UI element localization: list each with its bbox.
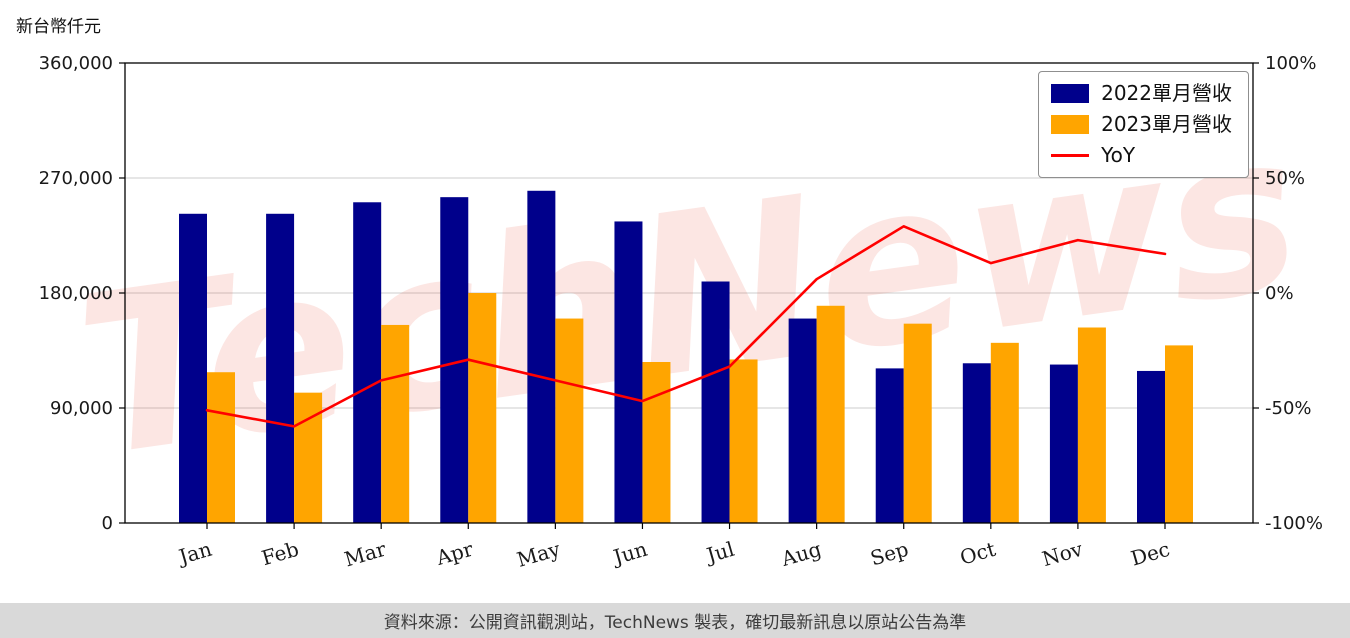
x-tick-Feb: Feb: [259, 537, 302, 570]
bar-2022-Jan: [179, 213, 207, 523]
bar-2022-Feb: [266, 213, 295, 523]
bar-2023-Feb: [294, 392, 323, 523]
legend-swatch-2023-icon: [1051, 115, 1090, 134]
bar-2023-Aug: [816, 305, 845, 523]
y-axis-title: 新台幣仟元: [16, 17, 101, 37]
x-tick-Jun: Jun: [609, 537, 650, 570]
bar-2023-Jan: [207, 372, 235, 523]
legend-label-2023: 2023單月營收: [1101, 112, 1232, 136]
bar-2022-Aug: [788, 318, 817, 523]
left-axis-labels: 0 90,000 180,000 270,000 360,000: [39, 53, 125, 534]
legend-swatch-2022-icon: [1051, 84, 1090, 103]
right-axis-labels: -100% -50% 0% 50% 100%: [1253, 53, 1323, 534]
svg-text:90,000: 90,000: [50, 398, 113, 419]
yoy-line: [205, 225, 1167, 428]
svg-text:0: 0: [102, 513, 113, 534]
bar-2023-Nov: [1077, 327, 1106, 523]
bar-2022-May: [527, 190, 556, 523]
bar-2023-Mar: [381, 324, 410, 523]
x-tick-Mar: Mar: [342, 537, 389, 572]
svg-text:270,000: 270,000: [39, 168, 113, 189]
bar-2023-May: [555, 318, 584, 523]
svg-text:-100%: -100%: [1265, 513, 1323, 534]
x-tick-Jul: Jul: [702, 537, 737, 568]
bar-2023-Apr: [468, 293, 497, 523]
bar-2023-Oct: [990, 342, 1019, 523]
source-footer: 資料來源：公開資訊觀測站，TechNews 製表，確切最新訊息以原站公告為準: [0, 603, 1350, 638]
x-tick-Apr: Apr: [433, 537, 476, 571]
bar-2022-Nov: [1049, 364, 1078, 523]
svg-text:360,000: 360,000: [39, 53, 113, 74]
legend-item-2022: 2022單月營收: [1051, 82, 1232, 105]
x-tick-Nov: Nov: [1039, 537, 1086, 572]
bars-2022: [179, 190, 1165, 523]
bar-2022-Mar: [353, 202, 382, 523]
x-axis-labels: Jan Feb Mar Apr May Jun Jul Aug Sep Oct Nov Dec: [174, 523, 1172, 572]
legend-label-yoy: YoY: [1101, 143, 1136, 167]
bar-2022-Jul: [701, 281, 730, 523]
x-tick-May: May: [514, 537, 563, 572]
chart-legend: 2022單月營收 2023單月營收 YoY: [1038, 71, 1249, 178]
bars-2023: [207, 293, 1193, 523]
legend-label-2022: 2022單月營收: [1101, 81, 1232, 105]
bar-2022-Oct: [962, 363, 991, 523]
bar-2022-Dec: [1137, 370, 1165, 523]
source-footer-text: 資料來源：公開資訊觀測站，TechNews 製表，確切最新訊息以原站公告為準: [383, 613, 967, 633]
x-tick-Oct: Oct: [957, 537, 998, 570]
x-tick-Dec: Dec: [1128, 537, 1172, 571]
legend-item-yoy: YoY: [1051, 144, 1232, 167]
svg-text:50%: 50%: [1265, 168, 1305, 189]
legend-item-2023: 2023單月營收: [1051, 113, 1232, 136]
x-tick-Sep: Sep: [868, 537, 911, 571]
svg-text:100%: 100%: [1265, 53, 1316, 74]
legend-line-yoy-icon: [1051, 154, 1090, 157]
bar-2022-Jun: [614, 221, 643, 523]
svg-text:-50%: -50%: [1265, 398, 1312, 419]
svg-text:0%: 0%: [1265, 283, 1294, 304]
x-tick-Aug: Aug: [778, 537, 824, 571]
bar-2022-Sep: [875, 368, 904, 523]
x-tick-Jan: Jan: [174, 537, 214, 570]
bar-2023-Sep: [903, 323, 932, 523]
bar-2023-Jun: [642, 362, 671, 523]
bar-2023-Jul: [729, 359, 758, 523]
svg-text:180,000: 180,000: [39, 283, 113, 304]
bar-2023-Dec: [1165, 345, 1193, 523]
